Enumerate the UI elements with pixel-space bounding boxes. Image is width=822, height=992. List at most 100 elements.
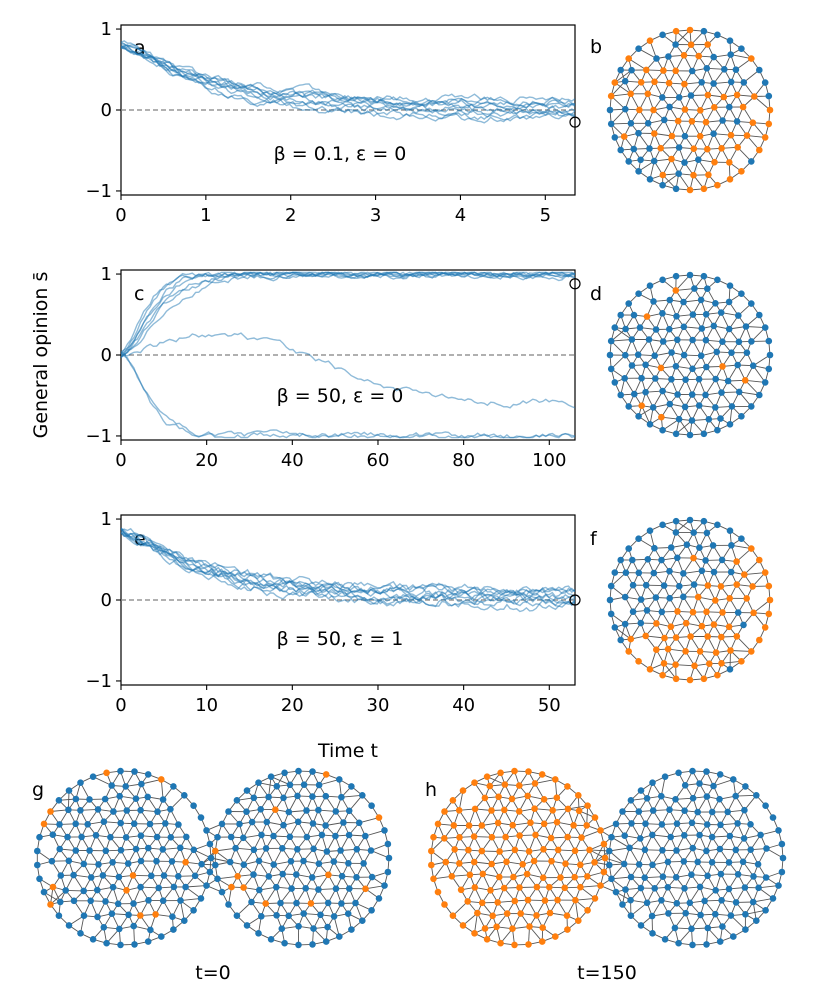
- net-f-edge: [675, 520, 694, 533]
- net-g-node: [323, 848, 331, 855]
- net-g-node: [206, 840, 214, 848]
- net-g-node: [190, 802, 197, 809]
- net-d-node: [630, 311, 638, 319]
- net-h-node: [753, 917, 760, 924]
- panel-a-xtick-label: 3: [370, 205, 381, 226]
- net-h-node: [561, 884, 568, 892]
- net-g-node: [203, 827, 210, 834]
- net-g-node: [286, 781, 294, 789]
- net-g-node: [86, 796, 93, 803]
- net-f-edge: [614, 627, 632, 640]
- net-b-node: [643, 66, 650, 74]
- net-h-node: [471, 930, 478, 937]
- net-b-node: [688, 118, 696, 125]
- net-h-node: [675, 769, 682, 777]
- net-b-node: [651, 78, 658, 86]
- net-f-node: [621, 593, 629, 601]
- panel-c-ytick-label: 0: [101, 345, 112, 366]
- net-d-node: [689, 311, 697, 318]
- net-g-node: [273, 783, 281, 790]
- net-g-node: [138, 780, 145, 788]
- net-h-node: [696, 831, 703, 839]
- net-h-node: [523, 870, 531, 878]
- net-h-node: [481, 794, 489, 802]
- net-h-node: [762, 874, 770, 881]
- panel-c-ytick-label: −1: [85, 426, 112, 447]
- net-f-edge: [736, 636, 752, 652]
- net-f-node: [629, 556, 636, 564]
- net-g-node: [145, 844, 152, 852]
- net-d-node: [719, 338, 726, 346]
- net-g-node: [359, 917, 366, 924]
- net-h-node: [516, 832, 523, 839]
- net-h-node: [503, 858, 510, 866]
- net-g-node: [203, 882, 210, 889]
- net-d-node: [680, 323, 688, 331]
- net-h-node: [749, 898, 757, 906]
- net-g-edge: [348, 795, 363, 812]
- net-g-edge: [359, 817, 380, 824]
- net-h-node: [578, 834, 585, 841]
- net-f-node: [635, 535, 642, 542]
- net-b-node: [681, 106, 689, 113]
- net-h-edge: [433, 861, 447, 880]
- net-g-node: [137, 806, 144, 814]
- net-f-node: [750, 609, 757, 617]
- panel-e-ytick-label: −1: [85, 671, 112, 692]
- net-h-edge: [474, 913, 478, 934]
- net-h-node: [659, 873, 667, 880]
- net-b-node: [727, 131, 735, 139]
- net-f-node: [659, 671, 666, 679]
- net-d-node: [738, 413, 745, 420]
- net-d-node: [659, 338, 667, 345]
- network-b-label: b: [590, 36, 602, 58]
- net-f-node: [766, 596, 774, 604]
- net-b-node: [659, 94, 666, 101]
- net-f-node: [651, 544, 658, 552]
- net-f-node: [617, 556, 624, 564]
- net-b-node: [687, 92, 695, 99]
- net-d-node: [668, 376, 675, 383]
- net-h-node: [430, 875, 437, 883]
- panel-c-ytick-label: 1: [101, 264, 112, 285]
- net-h-node: [742, 911, 749, 918]
- net-b-node: [646, 176, 654, 183]
- net-h-node: [591, 814, 599, 821]
- net-b-node: [700, 27, 708, 35]
- net-b-node: [695, 52, 702, 60]
- net-b-node: [740, 79, 748, 86]
- net-g-node: [129, 872, 137, 879]
- net-h-node: [531, 805, 538, 812]
- net-d-node: [674, 391, 681, 398]
- net-d-node: [714, 276, 721, 284]
- net-g-node: [308, 874, 316, 881]
- net-f-node: [617, 636, 624, 644]
- net-f-node: [714, 671, 721, 679]
- net-h-node: [727, 912, 735, 919]
- net-g-node: [65, 787, 73, 794]
- panel-e-line-chart: e β = 50, ε = 1 0 10 20 30 40 50−101: [85, 509, 581, 716]
- net-b-node: [726, 176, 734, 183]
- net-g-node: [250, 871, 257, 878]
- panel-c-annotation: β = 50, ε = 0: [277, 385, 404, 407]
- net-b-node: [705, 171, 712, 179]
- net-h-node: [442, 858, 450, 866]
- net-h-node: [739, 858, 747, 866]
- panel-e-series-10: [121, 531, 575, 598]
- net-g-node: [368, 907, 375, 914]
- net-f-node: [727, 568, 735, 576]
- net-g-node: [70, 897, 78, 905]
- net-g-node: [281, 769, 288, 777]
- net-g-node: [248, 818, 256, 826]
- net-g-edge: [268, 776, 272, 798]
- net-g-node: [234, 873, 241, 880]
- net-h-edge: [609, 847, 630, 852]
- net-d-node: [725, 325, 733, 333]
- net-b-node: [690, 145, 698, 152]
- net-g-node: [190, 846, 198, 854]
- net-b-node: [672, 185, 680, 193]
- net-g-node: [336, 933, 343, 940]
- net-h-node: [466, 871, 474, 879]
- panel-e-xtick-label: 0: [115, 695, 126, 716]
